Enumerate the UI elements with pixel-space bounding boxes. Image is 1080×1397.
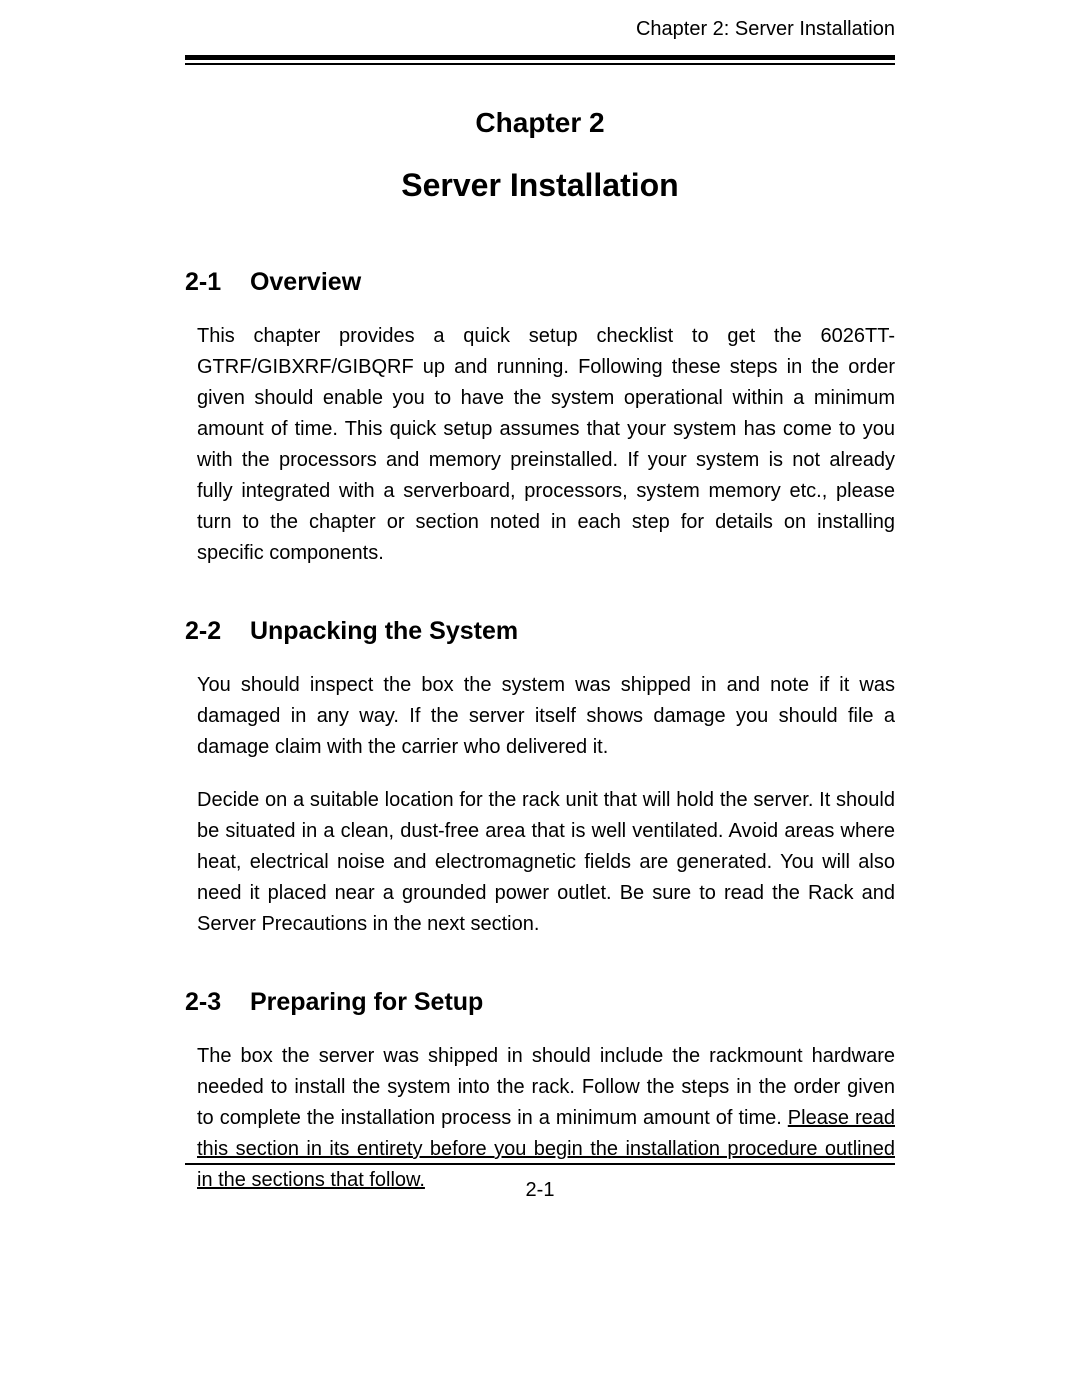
page-number: 2-1 (185, 1179, 895, 1202)
section-number: 2-3 (185, 988, 243, 1017)
chapter-label: Chapter 2 (185, 107, 895, 139)
body-paragraph: You should inspect the box the system wa… (197, 670, 895, 763)
header-rule-thick (185, 55, 895, 60)
section-heading-unpacking: 2-2 Unpacking the System (185, 617, 895, 646)
section-number: 2-1 (185, 268, 243, 297)
page-footer: 2-1 (185, 1163, 895, 1202)
section-heading-preparing: 2-3 Preparing for Setup (185, 988, 895, 1017)
document-page: Chapter 2: Server Installation Chapter 2… (0, 0, 1080, 1397)
running-head: Chapter 2: Server Installation (185, 0, 895, 51)
section-number: 2-2 (185, 617, 243, 646)
body-paragraph: Decide on a suitable location for the ra… (197, 785, 895, 940)
footer-rule (185, 1163, 895, 1165)
header-rule-thin (185, 63, 895, 65)
section-title: Preparing for Setup (250, 988, 483, 1016)
section-title: Unpacking the System (250, 617, 518, 645)
chapter-title: Server Installation (185, 167, 895, 204)
section-heading-overview: 2-1 Overview (185, 268, 895, 297)
body-paragraph: This chapter provides a quick setup chec… (197, 321, 895, 569)
section-title: Overview (250, 268, 361, 296)
